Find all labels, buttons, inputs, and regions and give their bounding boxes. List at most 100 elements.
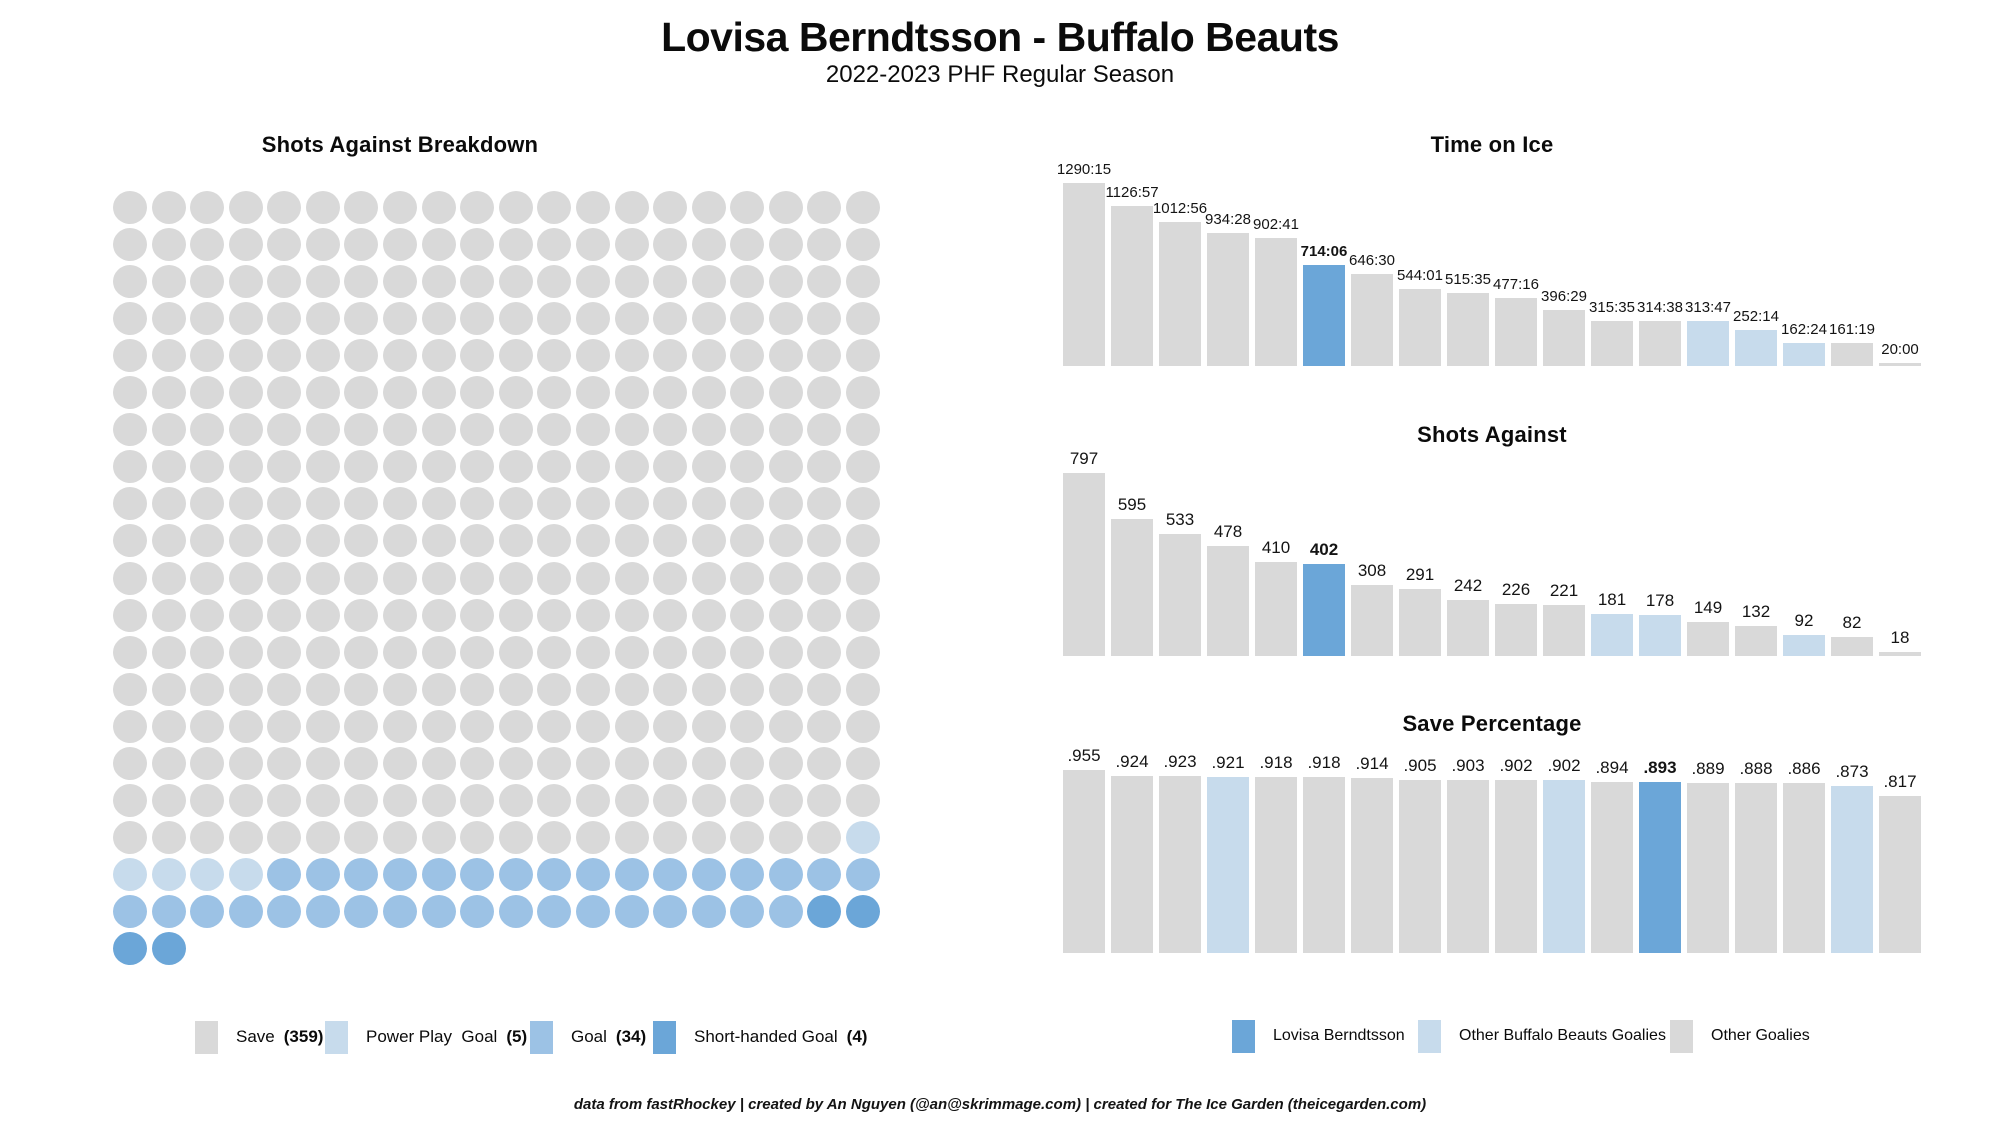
waffle-dot — [421, 783, 456, 817]
waffle-dot — [151, 635, 186, 669]
waffle-dot — [383, 524, 418, 558]
bar-other-goalie — [1543, 605, 1585, 656]
waffle-dot — [691, 561, 726, 595]
waffle-dot — [653, 709, 688, 743]
waffle-dot — [614, 228, 649, 262]
waffle-dot — [575, 672, 610, 706]
bar-value-label: .918 — [1307, 753, 1341, 772]
waffle-dot — [846, 228, 881, 262]
waffle-dot — [383, 746, 418, 780]
waffle-dot — [846, 672, 881, 706]
bar-other-goalie — [1879, 652, 1921, 656]
waffle-dot — [228, 709, 263, 743]
waffle-dot — [190, 783, 225, 817]
waffle-dot — [807, 746, 842, 780]
waffle-dot — [460, 709, 495, 743]
waffle-dot — [460, 820, 495, 854]
waffle-dot — [653, 265, 688, 299]
bar-other-goalie — [1879, 363, 1921, 366]
waffle-dot — [691, 524, 726, 558]
waffle-dot — [421, 228, 456, 262]
waffle-dot — [498, 339, 533, 373]
bar-value-label: 132 — [1741, 602, 1771, 621]
waffle-dot — [730, 228, 765, 262]
waffle-dot — [460, 672, 495, 706]
legend-count: (4) — [846, 1027, 868, 1046]
waffle-dot — [807, 561, 842, 595]
waffle-dot — [768, 894, 803, 928]
bar-other-goalie — [1159, 776, 1201, 953]
bar-value-label: .903 — [1451, 756, 1485, 775]
waffle-dot — [228, 857, 263, 891]
legend-label: Save — [236, 1027, 275, 1046]
waffle-dot — [113, 894, 147, 928]
waffle-dot — [807, 339, 842, 373]
waffle-dot — [267, 746, 302, 780]
waffle-dot — [460, 376, 495, 410]
page-title: Lovisa Berndtsson - Buffalo Beauts — [661, 14, 1339, 60]
waffle-dot — [113, 376, 147, 410]
waffle-dot — [267, 191, 302, 224]
waffle-dot — [113, 932, 147, 965]
waffle-dot — [190, 228, 225, 262]
bar-other-beauts — [1735, 330, 1777, 366]
waffle-dot — [730, 894, 765, 928]
bar-other-beauts — [1831, 786, 1873, 953]
waffle-dot — [460, 191, 495, 224]
waffle-dot — [614, 598, 649, 632]
waffle-dot — [421, 894, 456, 928]
waffle-dot — [614, 894, 649, 928]
waffle-dot — [190, 820, 225, 854]
waffle-dot — [575, 783, 610, 817]
waffle-dot — [653, 524, 688, 558]
bar-value-label: .921 — [1211, 753, 1245, 772]
time-on-ice-title: Time on Ice — [1430, 132, 1554, 157]
bar-other-goalie — [1399, 589, 1441, 656]
bar-value-label: 181 — [1597, 590, 1627, 609]
waffle-dot — [730, 746, 765, 780]
waffle-dot — [190, 598, 225, 632]
waffle-dot — [807, 450, 842, 484]
bar-other-goalie — [1351, 274, 1393, 366]
bar-value-label: 315:35 — [1589, 299, 1635, 316]
legend-label: Other Buffalo Beauts Goalies — [1459, 1027, 1666, 1044]
waffle-dot — [768, 857, 803, 891]
waffle-dot — [498, 413, 533, 447]
waffle-dot — [113, 339, 147, 373]
waffle-dot — [228, 191, 263, 224]
waffle-dot — [113, 672, 147, 706]
waffle-dot — [691, 487, 726, 521]
waffle-dot — [113, 413, 147, 447]
waffle-dot — [846, 302, 881, 336]
waffle-dot — [151, 932, 186, 965]
waffle-dot — [614, 450, 649, 484]
waffle-dot — [305, 857, 340, 891]
bar-other-goalie — [1063, 770, 1105, 953]
waffle-dot — [421, 561, 456, 595]
waffle-dot — [267, 228, 302, 262]
waffle-dot — [614, 672, 649, 706]
waffle-dot — [807, 672, 842, 706]
bar-value-label: 149 — [1693, 598, 1723, 617]
waffle-dot — [228, 450, 263, 484]
waffle-dot — [846, 561, 881, 595]
waffle-dot — [113, 783, 147, 817]
waffle-dot — [344, 487, 379, 521]
legend-swatch — [1418, 1019, 1441, 1053]
waffle-dot — [383, 857, 418, 891]
shots-breakdown-waffle — [113, 191, 893, 971]
waffle-dot — [846, 413, 881, 447]
bar-value-label: .889 — [1691, 759, 1725, 778]
waffle-dot — [846, 598, 881, 632]
waffle-dot — [575, 820, 610, 854]
waffle-dot — [151, 894, 186, 928]
waffle-dot — [653, 191, 688, 224]
waffle-dot — [614, 191, 649, 224]
bar-other-goalie — [1687, 622, 1729, 656]
waffle-dot — [228, 302, 263, 336]
shots-against-title: Shots Against — [1417, 422, 1567, 447]
waffle-dot — [383, 561, 418, 595]
waffle-dot — [653, 672, 688, 706]
waffle-dot — [305, 598, 340, 632]
waffle-dot — [305, 746, 340, 780]
